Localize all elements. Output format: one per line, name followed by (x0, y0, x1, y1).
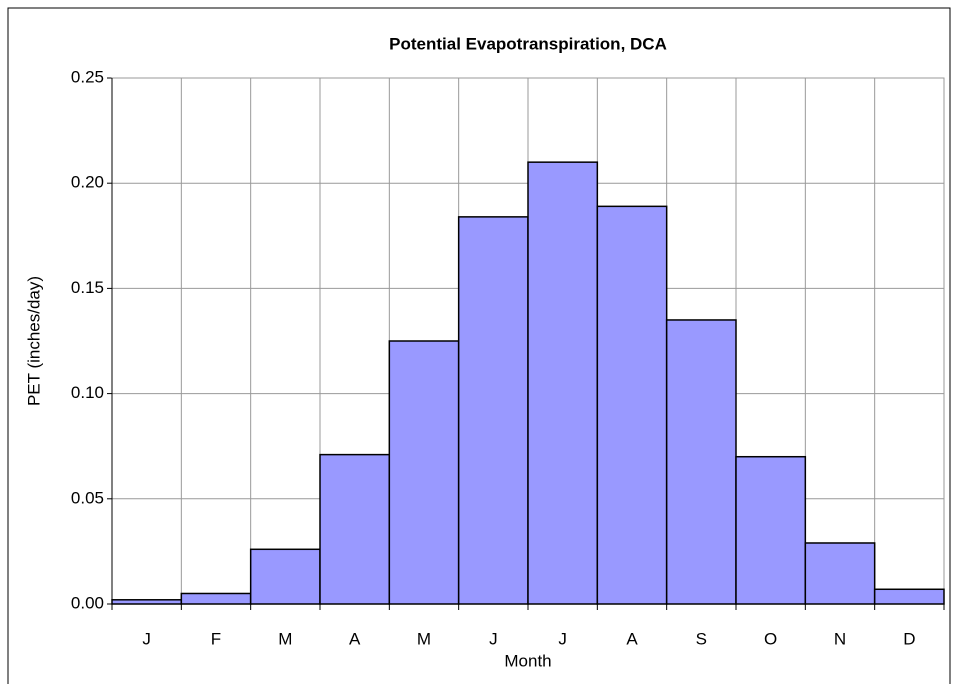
bar (319, 453, 391, 605)
x-tick-label: J (558, 629, 567, 648)
x-tick-label: S (696, 629, 707, 648)
y-tick-label: 0.25 (71, 67, 104, 86)
bar (111, 599, 183, 605)
y-tick-label: 0.15 (71, 278, 104, 297)
bar (735, 455, 807, 605)
x-tick-label: D (903, 629, 915, 648)
bar (665, 319, 737, 605)
bar (527, 161, 599, 605)
bar (873, 588, 945, 605)
x-tick-label: J (142, 629, 151, 648)
x-tick-label: M (417, 629, 431, 648)
bar (180, 592, 252, 605)
x-tick-label: N (834, 629, 846, 648)
bar (804, 542, 876, 605)
y-tick-label: 0.00 (71, 593, 104, 612)
bar (388, 340, 460, 605)
x-axis-label: Month (504, 651, 551, 670)
x-tick-label: A (349, 629, 361, 648)
x-tick-label: M (278, 629, 292, 648)
y-tick-label: 0.20 (71, 173, 104, 192)
y-tick-label: 0.10 (71, 383, 104, 402)
y-axis-label: PET (inches/day) (24, 276, 43, 406)
bar (457, 216, 529, 605)
chart-title: Potential Evapotranspiration, DCA (389, 34, 667, 53)
x-tick-label: A (626, 629, 638, 648)
bar (596, 205, 668, 605)
bar (249, 548, 321, 605)
x-tick-label: O (764, 629, 777, 648)
y-tick-label: 0.05 (71, 488, 104, 507)
x-tick-label: F (211, 629, 221, 648)
x-tick-label: J (489, 629, 498, 648)
